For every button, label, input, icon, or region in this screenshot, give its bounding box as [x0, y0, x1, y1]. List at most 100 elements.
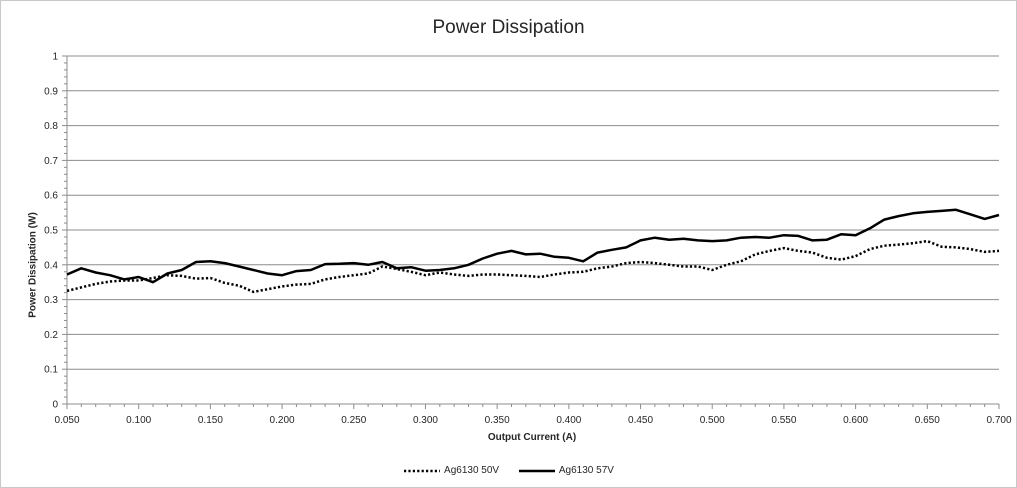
y-tick-label-4: 0.4	[44, 260, 58, 271]
data-point-s1-34	[554, 274, 555, 275]
data-point-s1-25	[425, 275, 426, 276]
data-point-s1-42	[669, 264, 670, 265]
data-point-s1-31	[511, 275, 512, 276]
data-point-s1-13	[253, 291, 254, 292]
y-tick-label-5: 0.5	[44, 226, 58, 237]
data-point-s2-31	[511, 250, 512, 251]
data-point-s2-50	[783, 235, 784, 236]
data-point-s2-48	[755, 236, 756, 237]
y-tick-label-0: 0	[52, 400, 58, 411]
data-point-s2-28	[468, 264, 469, 265]
data-point-s2-52	[812, 240, 813, 241]
data-point-s1-61	[941, 246, 942, 247]
x-tick-label-11: 0.600	[843, 415, 868, 426]
data-point-s1-55	[855, 256, 856, 257]
data-point-s1-65	[998, 250, 999, 251]
data-point-s2-32	[525, 254, 526, 255]
data-point-s2-27	[454, 268, 455, 269]
data-point-s1-17	[310, 283, 311, 284]
data-point-s1-41	[654, 262, 655, 263]
data-point-s1-32	[525, 275, 526, 276]
data-point-s1-60	[927, 241, 928, 242]
data-point-s2-22	[382, 261, 383, 262]
data-point-s2-6	[152, 282, 153, 283]
data-point-s1-3	[109, 281, 110, 282]
data-point-s1-33	[540, 276, 541, 277]
data-point-s1-36	[583, 271, 584, 272]
data-point-s1-35	[568, 272, 569, 273]
data-point-s1-15	[281, 286, 282, 287]
legend-label-series-2: Ag6130 57V	[558, 465, 614, 476]
x-tick-label-12: 0.650	[915, 415, 940, 426]
y-axis-label: Power Dissipation (W)	[27, 212, 39, 318]
data-point-s1-14	[267, 289, 268, 290]
data-point-s1-6	[152, 277, 153, 278]
y-tick-label-2: 0.2	[44, 330, 58, 341]
data-point-s1-53	[826, 257, 827, 258]
data-point-s1-49	[769, 250, 770, 251]
data-point-s1-29	[482, 274, 483, 275]
data-point-s1-20	[353, 275, 354, 276]
data-point-s2-41	[654, 237, 655, 238]
data-point-s2-59	[912, 213, 913, 214]
data-point-s2-25	[425, 270, 426, 271]
data-point-s2-11	[224, 262, 225, 263]
y-tick-label-1: 0.1	[44, 365, 58, 376]
data-point-s1-27	[454, 274, 455, 275]
series-points-2	[66, 209, 999, 283]
data-point-s2-13	[253, 269, 254, 270]
data-point-s1-58	[898, 244, 899, 245]
x-tick-label-0: 0.050	[54, 415, 79, 426]
data-point-s2-10	[210, 261, 211, 262]
data-point-s2-61	[941, 210, 942, 211]
data-point-s2-16	[296, 270, 297, 271]
data-point-s2-43	[683, 238, 684, 239]
data-point-s1-39	[626, 262, 627, 263]
data-point-s2-62	[955, 209, 956, 210]
data-point-s2-33	[540, 253, 541, 254]
data-point-s2-44	[697, 240, 698, 241]
data-point-s1-59	[912, 243, 913, 244]
data-point-s1-30	[497, 274, 498, 275]
x-tick-label-2: 0.150	[198, 415, 223, 426]
series-points-1	[66, 241, 999, 293]
x-tick-label-4: 0.250	[341, 415, 366, 426]
data-point-s2-58	[898, 215, 899, 216]
data-point-s1-63	[970, 249, 971, 250]
data-point-s2-64	[984, 218, 985, 219]
x-tick-label-9: 0.500	[700, 415, 725, 426]
data-point-s1-56	[869, 249, 870, 250]
data-point-s1-57	[884, 245, 885, 246]
data-point-s1-12	[238, 285, 239, 286]
data-point-s1-18	[324, 279, 325, 280]
data-point-s2-23	[396, 268, 397, 269]
data-point-s2-18	[324, 264, 325, 265]
data-point-s2-55	[855, 235, 856, 236]
legend-label-series-1: Ag6130 50V	[444, 465, 500, 476]
data-point-s2-63	[970, 214, 971, 215]
legend-swatch-solid	[518, 469, 555, 472]
data-point-s2-5	[138, 276, 139, 277]
x-tick-label-3: 0.200	[270, 415, 295, 426]
data-point-s1-52	[812, 252, 813, 253]
data-point-s2-54	[841, 234, 842, 235]
data-point-s2-65	[998, 214, 999, 215]
data-point-s2-7	[167, 273, 168, 274]
data-point-s2-35	[568, 257, 569, 258]
data-point-s1-51	[798, 250, 799, 251]
x-tick-label-10: 0.550	[771, 415, 796, 426]
x-axis-label: Output Current (A)	[487, 432, 577, 443]
data-point-s1-5	[138, 280, 139, 281]
data-point-s2-34	[554, 256, 555, 257]
data-point-s2-53	[826, 239, 827, 240]
data-point-s2-17	[310, 269, 311, 270]
data-point-s2-26	[439, 269, 440, 270]
data-point-s1-2	[95, 283, 96, 284]
data-point-s1-50	[783, 247, 784, 248]
data-point-s1-47	[740, 261, 741, 262]
data-point-s2-47	[740, 237, 741, 238]
data-point-s2-51	[798, 235, 799, 236]
data-point-s1-37	[597, 268, 598, 269]
